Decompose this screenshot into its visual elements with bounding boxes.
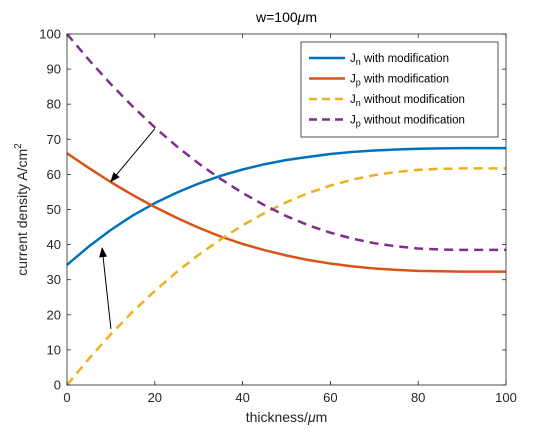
x-tick-label-5: 100 bbox=[495, 390, 517, 405]
legend-label-3: Jp without modification bbox=[350, 115, 465, 129]
legend-label-main-0: J bbox=[350, 53, 356, 65]
legend-label-main-3: J bbox=[350, 115, 356, 127]
y-tick-label-3: 30 bbox=[47, 272, 61, 287]
legend-label-sub-0: n bbox=[356, 57, 361, 67]
x-tick-label-0: 0 bbox=[63, 390, 70, 405]
y-tick-label-5: 50 bbox=[47, 202, 61, 217]
annotation-arrow-1 bbox=[99, 247, 112, 329]
y-tick-label-8: 80 bbox=[47, 97, 61, 112]
legend-label-2: Jn without modification bbox=[350, 94, 465, 108]
title-main: w=100 bbox=[255, 9, 298, 25]
y-tick-label-6: 60 bbox=[47, 167, 61, 182]
legend-label-sub-1: p bbox=[356, 78, 361, 88]
legend-label-rest-1: with modification bbox=[361, 74, 449, 86]
x-tick-label-3: 60 bbox=[323, 390, 337, 405]
legend-label-main-2: J bbox=[350, 94, 356, 106]
legend-label-1: Jp with modification bbox=[350, 74, 449, 88]
legend-label-sub-2: n bbox=[356, 98, 361, 108]
xlabel-mu: μ bbox=[307, 409, 316, 425]
legend-label-sub-3: p bbox=[356, 119, 361, 129]
series-line-3 bbox=[66, 33, 506, 252]
axes-box bbox=[66, 33, 507, 386]
x-tick-label-4: 80 bbox=[411, 390, 425, 405]
y-tick-label-0: 0 bbox=[54, 378, 61, 393]
y-tick-label-10: 100 bbox=[39, 27, 61, 42]
legend-label-main-1: J bbox=[350, 74, 356, 86]
title-unit: m bbox=[305, 9, 317, 25]
legend-label-rest-2: without modification bbox=[361, 94, 465, 106]
x-tick-label-1: 20 bbox=[148, 390, 162, 405]
xlabel-main: thickness/ bbox=[246, 409, 308, 425]
ticks-layer: 0 20 40 60 80 100 0 10 20 30 40 50 60 70 80 90 100 bbox=[39, 27, 517, 406]
y-axis-label: current density A/cm2 bbox=[13, 143, 30, 276]
annotation-arrow-0 bbox=[110, 128, 156, 183]
chart-title: w=100μm bbox=[255, 9, 317, 25]
series-line-0 bbox=[66, 146, 506, 266]
legend-label-rest-0: with modification bbox=[361, 53, 449, 65]
xlabel-unit: m bbox=[316, 409, 328, 425]
y-tick-label-7: 70 bbox=[47, 132, 61, 147]
series-line-2 bbox=[66, 167, 506, 386]
y-tick-label-2: 20 bbox=[47, 307, 61, 322]
legend-label-rest-3: without modification bbox=[361, 115, 465, 127]
x-axis-label: thickness/μm bbox=[246, 409, 328, 425]
y-tick-label-9: 90 bbox=[47, 62, 61, 77]
legend-label-0: Jn with modification bbox=[350, 53, 449, 67]
series-line-1 bbox=[66, 152, 506, 273]
title-mu: μ bbox=[297, 9, 306, 25]
x-tick-label-2: 40 bbox=[235, 390, 249, 405]
ylabel-main: current density A/cm bbox=[14, 149, 30, 276]
ylabel-sup: 2 bbox=[13, 143, 24, 149]
y-tick-label-1: 10 bbox=[47, 342, 61, 357]
y-tick-label-4: 40 bbox=[47, 237, 61, 252]
annotation-layer bbox=[99, 128, 156, 329]
series-layer bbox=[66, 33, 506, 386]
